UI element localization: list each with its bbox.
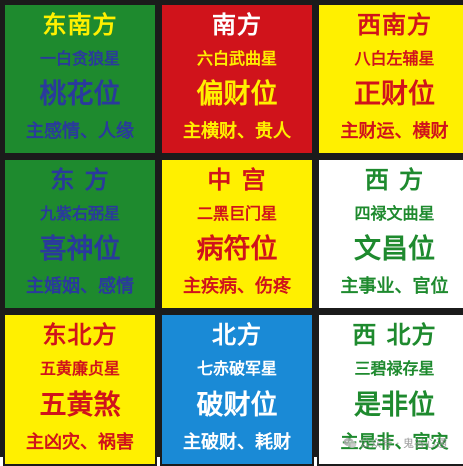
star-label: 四禄文曲星 (354, 204, 434, 224)
meaning-label: 主感情、人缘 (26, 121, 134, 143)
star-label: 五黄廉贞星 (40, 359, 120, 379)
position-label: 偏财位 (197, 79, 278, 111)
meaning-label: 主财运、横财 (341, 121, 449, 143)
position-label: 破财位 (197, 390, 278, 422)
palace-center: 中 宫 二黑巨门星 病符位 主疾病、伤疼 (160, 158, 314, 310)
meaning-label: 主凶灾、祸害 (26, 432, 134, 454)
wechat-icon (343, 436, 357, 450)
position-label: 病符位 (197, 234, 278, 266)
direction-label: 南方 (212, 11, 262, 39)
palace-east: 东 方 九紫右弼星 喜神位 主婚姻、感情 (3, 158, 157, 310)
direction-label: 东北方 (43, 321, 118, 349)
position-label: 文昌位 (354, 234, 435, 266)
position-label: 五黄煞 (40, 390, 121, 422)
watermark-text: 公众号 · 鬼谷心通 (360, 435, 448, 451)
palace-north: 北方 七赤破军星 破财位 主破财、耗财 (160, 313, 314, 466)
meaning-label: 主事业、官位 (341, 276, 449, 298)
meaning-label: 主疾病、伤疼 (183, 276, 291, 298)
star-label: 八白左辅星 (354, 49, 434, 69)
watermark: 公众号 · 鬼谷心通 (343, 435, 448, 451)
direction-label: 西南方 (357, 11, 432, 39)
palace-southwest: 西南方 八白左辅星 正财位 主财运、横财 (317, 3, 463, 155)
direction-label: 东南方 (43, 11, 118, 39)
palace-northeast: 东北方 五黄廉贞星 五黄煞 主凶灾、祸害 (3, 313, 157, 466)
direction-label: 中 宫 (207, 166, 266, 194)
position-label: 是非位 (354, 390, 435, 422)
palace-south: 南方 六白武曲星 偏财位 主横财、贵人 (160, 3, 314, 155)
star-label: 二黑巨门星 (197, 204, 277, 224)
meaning-label: 主横财、贵人 (183, 121, 291, 143)
star-label: 七赤破军星 (197, 359, 277, 379)
star-label: 三碧禄存星 (354, 359, 434, 379)
position-label: 正财位 (354, 79, 435, 111)
direction-label: 东 方 (50, 166, 109, 194)
position-label: 喜神位 (40, 234, 121, 266)
meaning-label: 主破财、耗财 (183, 432, 291, 454)
meaning-label: 主婚姻、感情 (26, 276, 134, 298)
star-label: 六白武曲星 (197, 49, 277, 69)
palace-west: 西 方 四禄文曲星 文昌位 主事业、官位 (317, 158, 463, 310)
direction-label: 西 北方 (352, 321, 436, 349)
star-label: 九紫右弼星 (40, 204, 120, 224)
position-label: 桃花位 (40, 79, 121, 111)
direction-label: 北方 (212, 321, 262, 349)
palace-southeast: 东南方 一白贪狼星 桃花位 主感情、人缘 (3, 3, 157, 155)
star-label: 一白贪狼星 (40, 49, 120, 69)
direction-label: 西 方 (365, 166, 424, 194)
